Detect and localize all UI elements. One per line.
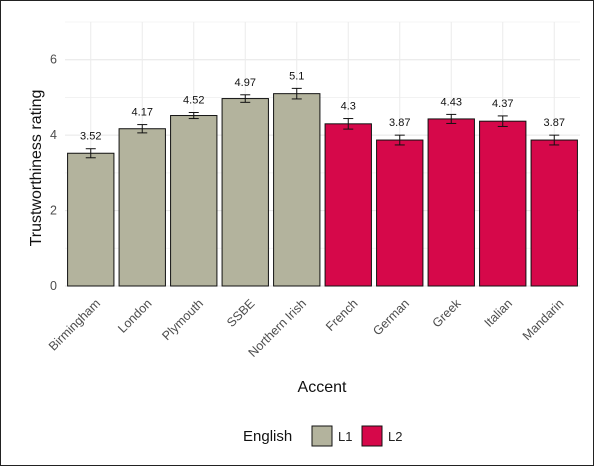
- data-labels: 3.52 4.17 4.52 4.97 5.1 4.3 3.87 4.43 4.37 3.87: [80, 70, 565, 142]
- data-label: 3.87: [389, 117, 410, 129]
- y-tick-label: 2: [50, 204, 57, 218]
- error-bar: [137, 124, 148, 134]
- x-axis-title: Accent: [298, 379, 347, 396]
- legend-title: English: [243, 428, 292, 445]
- x-tick-label: Birmingham: [46, 296, 103, 353]
- bar-german: [376, 139, 424, 287]
- bar-plymouth: [170, 115, 218, 287]
- error-bar: [240, 94, 251, 103]
- y-axis-ticks: 0 2 4 6: [50, 53, 57, 293]
- legend-swatch-l2: [361, 425, 383, 447]
- error-bar: [497, 115, 508, 127]
- legend-label-l2: L2: [388, 429, 402, 444]
- x-tick-label: London: [115, 296, 154, 335]
- data-label: 3.52: [80, 131, 101, 143]
- x-tick-label: Greek: [430, 296, 464, 330]
- x-tick-label: Italian: [482, 296, 516, 330]
- bar-birmingham: [67, 152, 115, 287]
- y-tick-label: 0: [50, 279, 57, 293]
- error-bar: [394, 134, 405, 146]
- data-label: 4.97: [235, 77, 256, 89]
- x-tick-label: Plymouth: [159, 296, 206, 343]
- error-bar: [343, 118, 354, 130]
- error-bar: [291, 87, 302, 100]
- bar-ssbe: [221, 98, 269, 287]
- data-label: 3.87: [544, 117, 565, 129]
- data-label: 4.37: [492, 98, 513, 110]
- legend-label-l1: L1: [338, 429, 352, 444]
- bar-northern-irish: [273, 93, 321, 287]
- x-tick-label: Mandarin: [520, 296, 567, 343]
- error-bar: [188, 112, 199, 120]
- y-tick-label: 6: [50, 53, 57, 67]
- error-bar: [85, 148, 96, 159]
- legend-swatch-l1: [311, 425, 333, 447]
- y-tick-label: 4: [50, 128, 57, 142]
- data-label: 4.17: [132, 107, 153, 119]
- data-label: 4.52: [183, 95, 204, 107]
- error-bars: [85, 87, 560, 159]
- x-tick-label: SSBE: [224, 296, 257, 329]
- error-bar: [549, 134, 560, 146]
- legend: English L1 L2: [243, 425, 402, 447]
- data-label: 4.43: [441, 96, 462, 108]
- bar-mandarin: [530, 139, 578, 287]
- bar-london: [118, 128, 166, 287]
- x-tick-label: French: [323, 296, 360, 333]
- bar-french: [324, 123, 372, 287]
- data-label: 4.3: [341, 101, 356, 113]
- data-label: 5.1: [289, 70, 304, 82]
- y-axis-title: Trustworthiness rating: [28, 90, 45, 247]
- error-bar: [446, 113, 457, 124]
- bars: [67, 93, 578, 287]
- bar-italian: [479, 120, 527, 287]
- x-tick-label: German: [370, 296, 412, 338]
- bar-greek: [427, 118, 475, 287]
